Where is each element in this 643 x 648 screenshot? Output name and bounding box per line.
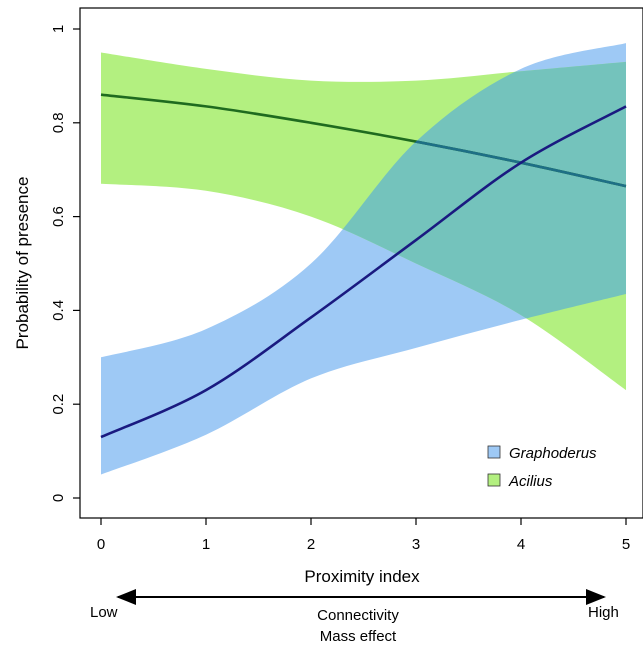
legend-label-graphoderus: Graphoderus <box>509 445 597 462</box>
y-tick-label-2: 0.4 <box>50 300 67 321</box>
x-tick-label-1: 1 <box>202 536 210 553</box>
y-tick-label-3: 0.6 <box>50 206 67 227</box>
x-tick-label-5: 5 <box>622 536 630 553</box>
legend-swatch-graphoderus <box>487 445 501 459</box>
plot-frame <box>79 7 643 519</box>
x-axis-title: Proximity index <box>304 567 420 586</box>
gradient-annotation: Low High Connectivity Mass effect <box>90 589 619 645</box>
y-axis: 0 0.2 0.4 0.6 0.8 1 <box>50 25 80 502</box>
y-tick-label-4: 0.8 <box>50 112 67 133</box>
y-tick-label-5: 1 <box>50 25 67 33</box>
x-tick-label-2: 2 <box>307 536 315 553</box>
x-tick-label-3: 3 <box>412 536 420 553</box>
x-tick-label-0: 0 <box>97 536 105 553</box>
x-tick-label-4: 4 <box>517 536 525 553</box>
legend-swatch-acilius <box>487 473 501 487</box>
confidence-bands <box>101 43 626 475</box>
line-graphoderus <box>100 105 627 439</box>
legend-label-acilius: Acilius <box>508 473 553 490</box>
y-axis-title: Probability of presence <box>13 177 32 350</box>
plot-area <box>100 43 627 475</box>
legend: Graphoderus Acilius <box>487 445 597 490</box>
low-label: Low <box>90 604 118 621</box>
y-tick-label-1: 0.2 <box>50 394 67 415</box>
y-tick-label-0: 0 <box>50 494 67 502</box>
mass-effect-label: Mass effect <box>320 628 397 645</box>
high-label: High <box>588 604 619 621</box>
fitted-lines <box>100 93 627 439</box>
connectivity-label: Connectivity <box>317 607 399 624</box>
x-axis: 0 1 2 3 4 5 <box>97 518 630 553</box>
